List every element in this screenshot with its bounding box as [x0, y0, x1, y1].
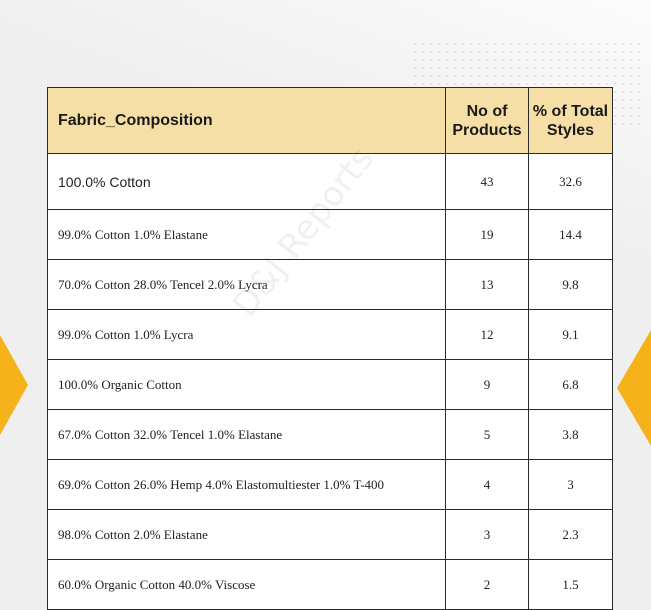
header-percent-total-styles: % of Total Styles [528, 87, 613, 154]
table-row: 100.0% Organic Cotton 9 6.8 [47, 359, 613, 410]
table-header-row: Fabric_Composition No of Products % of T… [47, 87, 613, 154]
products-cell: 3 [445, 509, 529, 560]
header-fabric-composition: Fabric_Composition [47, 87, 446, 154]
header-no-of-products: No of Products [445, 87, 529, 154]
products-cell: 9 [445, 359, 529, 410]
products-cell: 5 [445, 409, 529, 460]
composition-cell: 69.0% Cotton 26.0% Hemp 4.0% Elastomulti… [47, 459, 446, 510]
percent-cell: 14.4 [528, 209, 613, 260]
table-row: 70.0% Cotton 28.0% Tencel 2.0% Lycra 13 … [47, 259, 613, 310]
table-row: 67.0% Cotton 32.0% Tencel 1.0% Elastane … [47, 409, 613, 460]
products-cell: 4 [445, 459, 529, 510]
percent-cell: 3.8 [528, 409, 613, 460]
composition-cell: 100.0% Cotton [47, 153, 446, 210]
left-accent-triangle [0, 335, 28, 435]
composition-cell: 67.0% Cotton 32.0% Tencel 1.0% Elastane [47, 409, 446, 460]
composition-cell: 98.0% Cotton 2.0% Elastane [47, 509, 446, 560]
products-cell: 19 [445, 209, 529, 260]
composition-cell: 70.0% Cotton 28.0% Tencel 2.0% Lycra [47, 259, 446, 310]
table-row: 98.0% Cotton 2.0% Elastane 3 2.3 [47, 509, 613, 560]
percent-cell: 9.8 [528, 259, 613, 310]
products-cell: 43 [445, 153, 529, 210]
products-cell: 12 [445, 309, 529, 360]
table-row: 99.0% Cotton 1.0% Elastane 19 14.4 [47, 209, 613, 260]
table-row: 69.0% Cotton 26.0% Hemp 4.0% Elastomulti… [47, 459, 613, 510]
composition-cell: 100.0% Organic Cotton [47, 359, 446, 410]
table-row: 99.0% Cotton 1.0% Lycra 12 9.1 [47, 309, 613, 360]
table-row: 100.0% Cotton 43 32.6 [47, 153, 613, 210]
percent-cell: 9.1 [528, 309, 613, 360]
fabric-composition-table-container: Fabric_Composition No of Products % of T… [47, 87, 613, 610]
fabric-composition-table: Fabric_Composition No of Products % of T… [47, 87, 613, 610]
composition-cell: 99.0% Cotton 1.0% Lycra [47, 309, 446, 360]
percent-cell: 6.8 [528, 359, 613, 410]
percent-cell: 3 [528, 459, 613, 510]
percent-cell: 32.6 [528, 153, 613, 210]
percent-cell: 2.3 [528, 509, 613, 560]
right-accent-triangle [617, 330, 651, 446]
products-cell: 13 [445, 259, 529, 310]
composition-cell: 99.0% Cotton 1.0% Elastane [47, 209, 446, 260]
